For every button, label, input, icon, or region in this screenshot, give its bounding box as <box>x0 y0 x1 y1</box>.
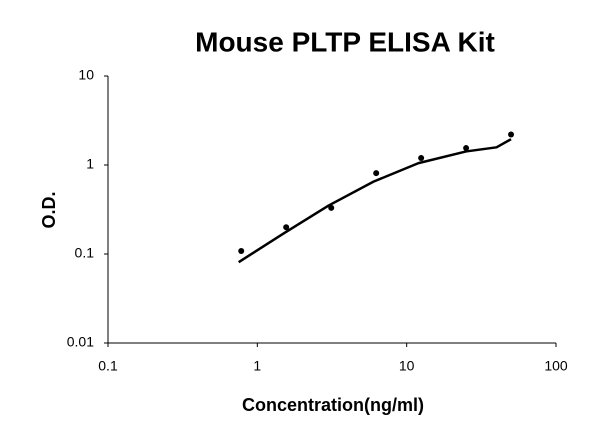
data-point <box>283 224 290 231</box>
y-tick-label: 0.01 <box>67 334 94 350</box>
chart-title: Mouse PLTP ELISA Kit <box>195 26 495 57</box>
x-tick-label: 10 <box>399 358 415 374</box>
y-axis-label: O.D. <box>39 191 59 228</box>
x-tick-label: 0.1 <box>98 358 118 374</box>
y-tick-label: 0.1 <box>75 245 95 261</box>
data-point <box>463 145 470 152</box>
x-tick-label: 1 <box>253 358 261 374</box>
x-axis-label: Concentration(ng/ml) <box>242 395 424 415</box>
data-point <box>418 154 425 161</box>
y-tick-label: 10 <box>78 67 94 83</box>
fit-curve <box>238 138 512 264</box>
x-tick-label: 100 <box>544 358 568 374</box>
y-tick-label: 1 <box>86 156 94 172</box>
data-point <box>373 170 380 177</box>
data-point <box>238 248 245 255</box>
data-point <box>508 131 515 138</box>
